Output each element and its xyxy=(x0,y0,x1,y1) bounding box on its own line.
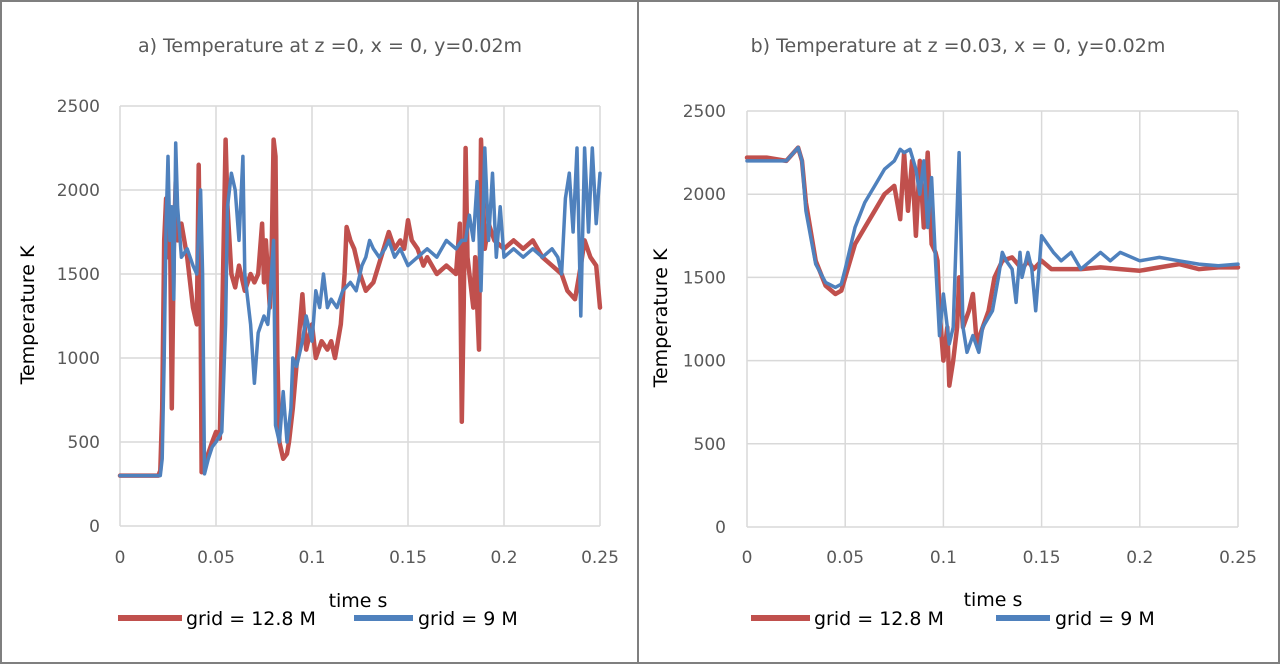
legend: grid = 12.8 M grid = 9 M xyxy=(118,608,518,630)
y-tick-label: 0 xyxy=(89,517,100,537)
y-tick-labels: 0 500 1000 1500 2000 2500 xyxy=(683,102,726,538)
y-tick-label: 1000 xyxy=(683,352,726,372)
x-tick-label: 0.25 xyxy=(581,548,619,568)
legend-label-grid-9m: grid = 9 M xyxy=(1055,608,1155,630)
x-tick-label: 0.2 xyxy=(1126,548,1153,568)
y-tick-label: 1500 xyxy=(57,265,100,285)
legend: grid = 12.8 M grid = 9 M xyxy=(751,608,1155,630)
chart-panel-a: a) Temperature at z =0, x = 0, y=0.02m 0… xyxy=(17,35,619,630)
series-line-grid-9-m xyxy=(745,145,1240,355)
y-tick-label: 2500 xyxy=(683,102,726,122)
y-tick-label: 2500 xyxy=(57,97,100,117)
legend-label-grid-9m: grid = 9 M xyxy=(418,608,518,630)
y-tick-labels: 0 500 1000 1500 2000 2500 xyxy=(57,97,100,537)
gridlines xyxy=(119,105,601,527)
x-tick-label: 0.15 xyxy=(389,548,427,568)
y-tick-label: 500 xyxy=(68,433,100,453)
x-tick-label: 0.2 xyxy=(490,548,517,568)
x-tick-labels: 0 0.05 0.1 0.15 0.2 0.25 xyxy=(742,548,1257,568)
x-tick-label: 0.15 xyxy=(1023,548,1061,568)
x-tick-label: 0.1 xyxy=(930,548,957,568)
gridlines xyxy=(746,110,1239,528)
y-tick-label: 2000 xyxy=(683,185,726,205)
x-tick-label: 0.05 xyxy=(197,548,235,568)
panel-b-frame xyxy=(637,0,1280,664)
chart-title: b) Temperature at z =0.03, x = 0, y=0.02… xyxy=(751,35,1166,57)
x-tick-label: 0.05 xyxy=(826,548,864,568)
y-axis-label: Temperature K xyxy=(17,245,39,385)
x-tick-label: 0.1 xyxy=(298,548,325,568)
x-tick-labels: 0 0.05 0.1 0.15 0.2 0.25 xyxy=(115,548,619,568)
series-line-grid-9-m xyxy=(118,141,602,478)
chart-panel-b: b) Temperature at z =0.03, x = 0, y=0.02… xyxy=(650,35,1257,630)
y-axis-label: Temperature K xyxy=(650,248,672,388)
series-line-grid-12-8-m xyxy=(744,145,1241,388)
x-axis-label: time s xyxy=(964,589,1023,611)
y-tick-label: 0 xyxy=(715,518,726,538)
legend-label-grid-12-8m: grid = 12.8 M xyxy=(186,608,316,630)
series-layer xyxy=(744,145,1241,388)
x-tick-label: 0 xyxy=(742,548,753,568)
series-line-grid-12-8-m xyxy=(117,137,603,478)
x-tick-label: 0 xyxy=(115,548,126,568)
x-tick-label: 0.25 xyxy=(1219,548,1257,568)
legend-label-grid-12-8m: grid = 12.8 M xyxy=(814,608,944,630)
y-tick-label: 1500 xyxy=(683,268,726,288)
y-tick-label: 1000 xyxy=(57,349,100,369)
series-layer xyxy=(117,137,603,478)
x-axis-label: time s xyxy=(329,590,388,612)
y-tick-label: 2000 xyxy=(57,181,100,201)
y-tick-label: 500 xyxy=(694,435,726,455)
chart-title: a) Temperature at z =0, x = 0, y=0.02m xyxy=(138,35,522,57)
